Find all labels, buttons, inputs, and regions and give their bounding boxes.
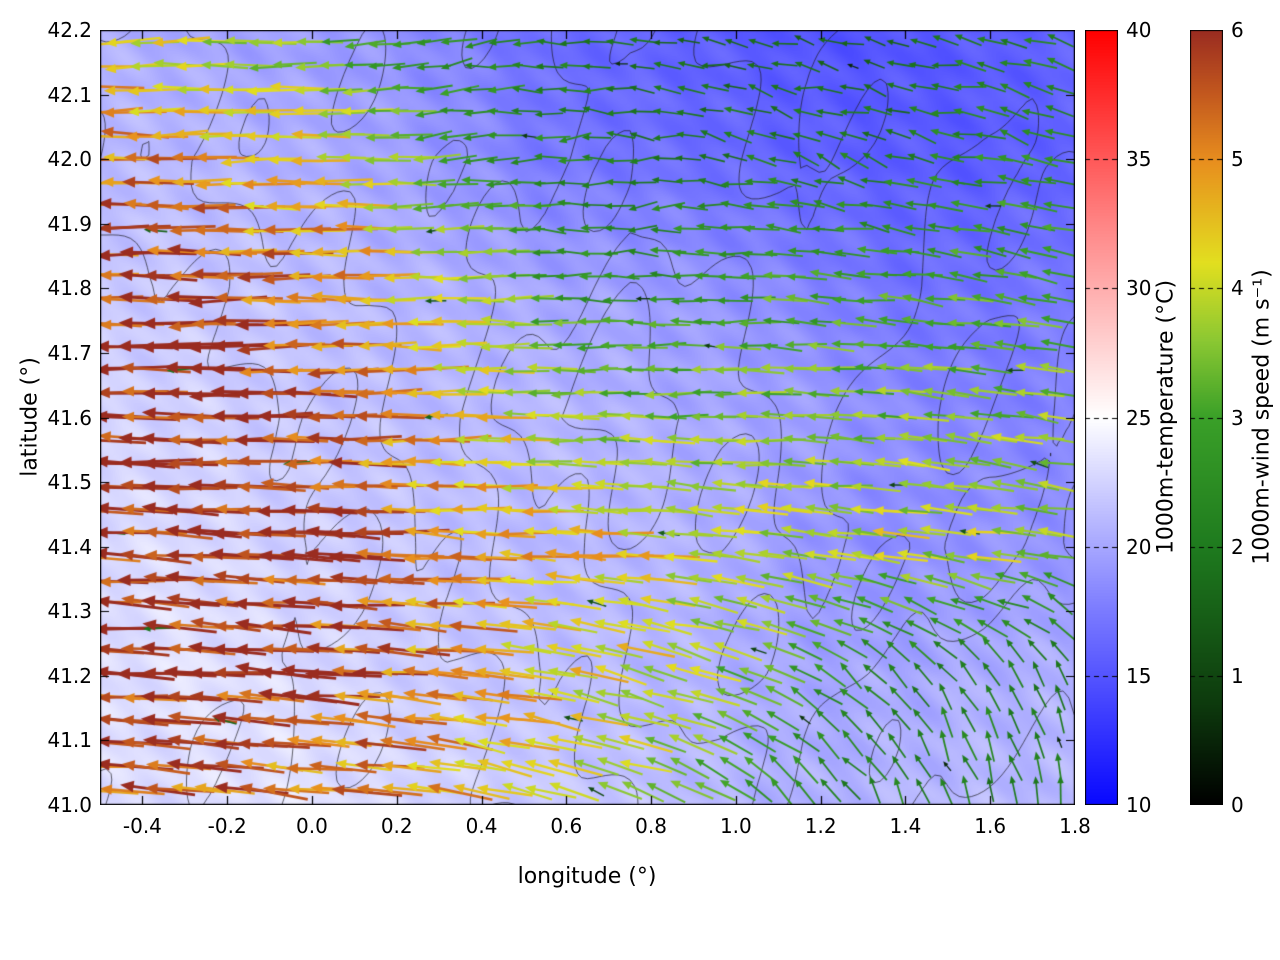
y-tick-label: 41.0	[47, 793, 92, 817]
temperature-colorbar-label: 1000m-temperature (°C)	[1153, 279, 1179, 555]
x-tick-label: 1.6	[974, 814, 1007, 838]
y-tick-label: 42.2	[47, 18, 92, 42]
y-tick-label: 41.5	[47, 470, 92, 495]
x-tick-label: 1.2	[804, 814, 837, 838]
wind-speed-colorbar-tick-label: 3	[1231, 405, 1244, 430]
y-tick-label: 41.3	[47, 599, 92, 624]
y-tick-label: 41.1	[47, 728, 92, 753]
x-tick-label: 0.8	[635, 814, 667, 838]
x-tick-label: -0.4	[122, 814, 162, 838]
wind-speed-colorbar-tick-label: 0	[1231, 793, 1244, 817]
map-canvas	[100, 30, 1075, 805]
temperature-colorbar-tick-label: 40	[1126, 18, 1152, 42]
temperature-colorbar-tick-label: 20	[1126, 534, 1152, 559]
x-tick-label: 0.2	[380, 814, 413, 838]
y-tick-label: 41.4	[47, 534, 92, 559]
y-tick-label: 41.6	[47, 405, 92, 430]
y-tick-label: 41.9	[47, 211, 92, 236]
temperature-colorbar-tick-label: 30	[1126, 276, 1152, 301]
temperature-colorbar-tick-label: 15	[1126, 663, 1152, 688]
y-tick-label: 42.1	[47, 82, 92, 107]
x-tick-label: 0.6	[550, 814, 583, 838]
x-tick-label: 1.8	[1059, 814, 1091, 838]
wind-speed-colorbar-tick-label: 4	[1231, 276, 1244, 301]
wind-speed-colorbar-tick-label: 5	[1231, 147, 1244, 172]
y-tick-label: 41.7	[47, 340, 92, 365]
x-tick-label: 0.4	[465, 814, 498, 838]
x-tick-label: -0.2	[207, 814, 247, 838]
x-tick-label: 0.0	[296, 814, 328, 838]
temperature-colorbar-tick-label: 25	[1126, 405, 1152, 430]
temperature-colorbar	[1085, 30, 1118, 805]
windspeed-colorbar	[1190, 30, 1223, 805]
x-tick-label: 1.4	[889, 814, 922, 838]
x-axis-label: longitude (°)	[517, 864, 657, 889]
x-tick-label: 1.0	[719, 814, 752, 838]
windspeed-colorbar-label: 1000m-wind speed (m s⁻¹)	[1249, 269, 1275, 565]
wind-speed-colorbar-tick-label: 6	[1231, 18, 1244, 42]
y-tick-label: 41.8	[47, 276, 92, 301]
wind-speed-colorbar-tick-label: 2	[1231, 534, 1244, 559]
wind-speed-colorbar-tick-label: 1	[1231, 663, 1244, 688]
y-tick-label: 42.0	[47, 147, 92, 172]
temperature-colorbar-tick-label: 35	[1126, 147, 1152, 172]
y-tick-label: 41.2	[47, 663, 92, 688]
temperature-colorbar-tick-label: 10	[1126, 793, 1152, 817]
